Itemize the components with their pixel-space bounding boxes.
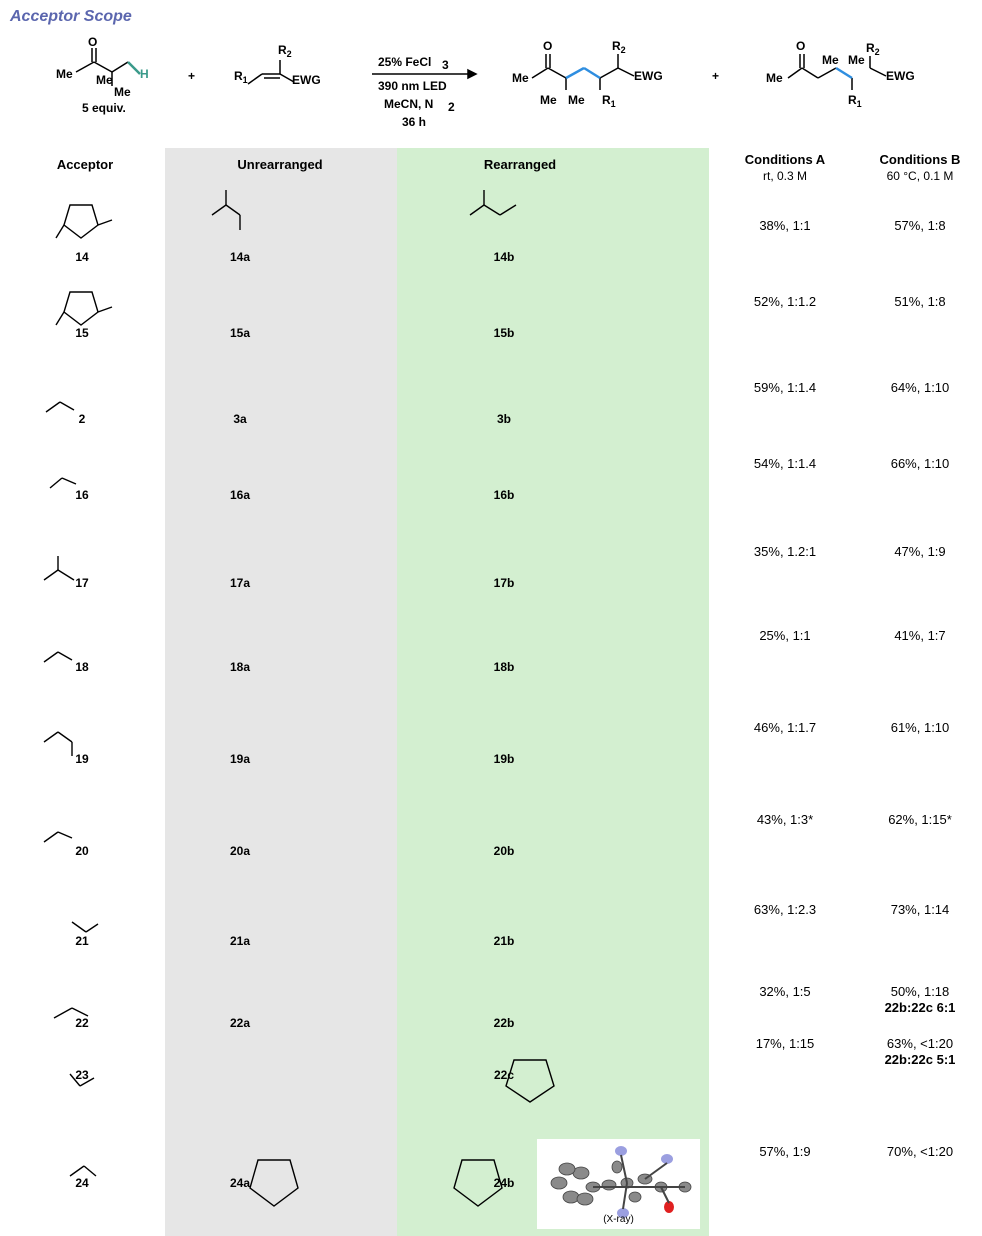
conditions-b-result: 51%, 1:8 [860,294,980,310]
conditions-a-result: 17%, 1:15 [720,1036,850,1052]
conditions-a-result: 63%, 1:2.3 [720,902,850,918]
rearranged-product-number: 22b [474,1016,534,1030]
unrearranged-product-number: 24a [210,1176,270,1190]
unrearranged-product-number: 18a [210,660,270,674]
conditions-b-result: 73%, 1:14 [860,902,980,918]
acceptor-number: 17 [52,576,112,590]
acceptor-number: 23 [52,1068,112,1082]
conditions-b-ratio-note: 22b:22c 6:1 [860,1000,980,1016]
acceptor-number: 2 [52,412,112,426]
conditions-a-result: 54%, 1:1.4 [720,456,850,472]
acceptor-number: 24 [52,1176,112,1190]
rearranged-product-number: 17b [474,576,534,590]
conditions-b-result: 57%, 1:8 [860,218,980,234]
unrearranged-product-number: 17a [210,576,270,590]
unrearranged-product-number: 19a [210,752,270,766]
unrearranged-product-number: 14a [210,250,270,264]
rearranged-product-number: 14b [474,250,534,264]
conditions-b-result: 64%, 1:10 [860,380,980,396]
acceptor-number: 15 [52,326,112,340]
conditions-a-result: 57%, 1:9 [720,1144,850,1160]
acceptor-number: 20 [52,844,112,858]
rearranged-product-number: 3b [474,412,534,426]
conditions-b-result: 47%, 1:9 [860,544,980,560]
unrearranged-product-number: 20a [210,844,270,858]
unrearranged-product-number: 22a [210,1016,270,1030]
conditions-a-result: 32%, 1:5 [720,984,850,1000]
conditions-b-result: 61%, 1:10 [860,720,980,736]
conditions-a-result: 46%, 1:1.7 [720,720,850,736]
conditions-b-result: 62%, 1:15* [860,812,980,828]
conditions-b-result: 41%, 1:7 [860,628,980,644]
conditions-a-result: 25%, 1:1 [720,628,850,644]
rearranged-product-number: 18b [474,660,534,674]
rearranged-product-number: 24b [474,1176,534,1190]
unrearranged-product-number: 3a [210,412,270,426]
unrearranged-product-number: 21a [210,934,270,948]
acceptor-number: 22 [52,1016,112,1030]
acceptor-number: 19 [52,752,112,766]
conditions-a-result: 35%, 1.2:1 [720,544,850,560]
conditions-b-result: 70%, <1:20 [860,1144,980,1160]
xray-label: (X-ray) [537,1214,700,1225]
unrearranged-product-number: 15a [210,326,270,340]
conditions-a-result: 52%, 1:1.2 [720,294,850,310]
acceptor-number: 14 [52,250,112,264]
rearranged-product-number: 22c [474,1068,534,1082]
conditions-b-result: 50%, 1:18 [860,984,980,1000]
conditions-a-result: 59%, 1:1.4 [720,380,850,396]
rearranged-product-number: 15b [474,326,534,340]
rearranged-product-number: 20b [474,844,534,858]
unrearranged-product-number: 16a [210,488,270,502]
rearranged-product-number: 19b [474,752,534,766]
acceptor-number: 21 [52,934,112,948]
conditions-b-ratio-note: 22b:22c 5:1 [860,1052,980,1068]
acceptor-number: 18 [52,660,112,674]
conditions-b-result: 63%, <1:20 [860,1036,980,1052]
xray-structure-image: (X-ray) [537,1139,700,1229]
rearranged-product-number: 16b [474,488,534,502]
conditions-a-result: 38%, 1:1 [720,218,850,234]
conditions-b-result: 66%, 1:10 [860,456,980,472]
acceptor-number: 16 [52,488,112,502]
rearranged-product-number: 21b [474,934,534,948]
conditions-a-result: 43%, 1:3* [720,812,850,828]
